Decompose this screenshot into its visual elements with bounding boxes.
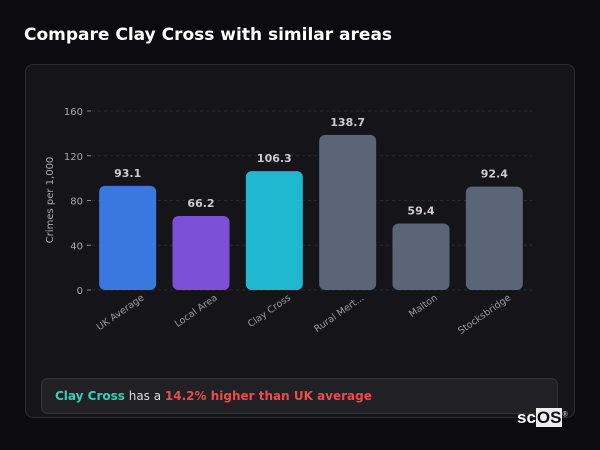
data-label: 66.2 <box>187 197 214 210</box>
bar[interactable] <box>99 185 157 290</box>
data-label: 93.1 <box>114 167 141 180</box>
data-label: 106.3 <box>257 152 292 165</box>
x-tick-label: Clay Cross <box>246 292 293 330</box>
data-label: 138.7 <box>330 116 365 129</box>
bar[interactable] <box>245 171 303 290</box>
summary-text: has a <box>124 389 165 403</box>
y-tick-label: 80 <box>70 197 83 208</box>
data-label: 59.4 <box>407 205 434 218</box>
x-tick-label: Stocksbridge <box>456 292 513 337</box>
y-axis-label: Crimes per 1,000 <box>45 157 56 244</box>
x-tick-label: Rural Mert... <box>312 292 366 334</box>
bar[interactable] <box>392 223 450 290</box>
x-tick-label: UK Average <box>95 292 147 333</box>
x-tick-label: Malton <box>407 292 440 319</box>
comparison-value: 14.2% higher than UK average <box>164 389 372 403</box>
scos-logo: scOS® <box>517 408 568 427</box>
bar[interactable] <box>319 134 377 290</box>
y-tick-label: 160 <box>64 107 83 118</box>
data-label: 92.4 <box>481 168 508 181</box>
page-title: Compare Clay Cross with similar areas <box>24 25 393 45</box>
bar[interactable] <box>465 186 523 290</box>
x-tick-label: Local Area <box>173 292 220 329</box>
y-tick-label: 40 <box>70 241 83 252</box>
area-name: Clay Cross <box>55 389 125 403</box>
y-tick-label: 120 <box>64 152 83 163</box>
bar[interactable] <box>172 215 230 290</box>
y-tick-label: 0 <box>77 286 83 297</box>
comparison-summary: Clay Cross has a 14.2% higher than UK av… <box>41 378 558 414</box>
